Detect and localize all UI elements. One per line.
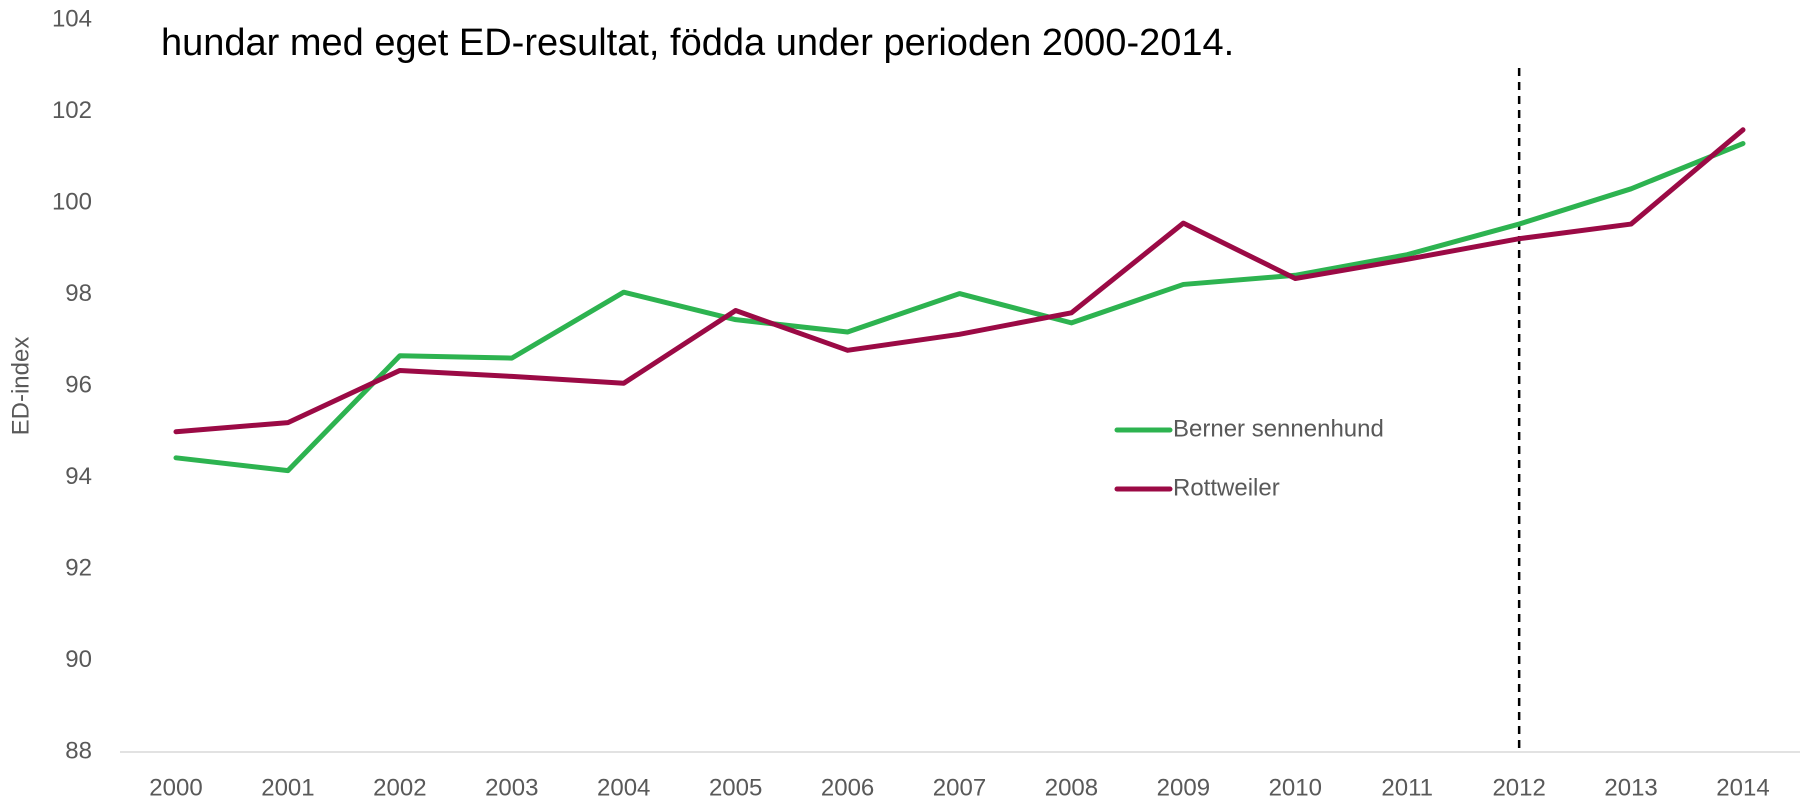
x-tick-label: 2013 — [1604, 774, 1657, 801]
legend-label: Rottweiler — [1173, 474, 1280, 501]
legend-label: Berner sennenhund — [1173, 415, 1384, 442]
x-tick-label: 2002 — [373, 774, 426, 801]
x-tick-label: 2014 — [1716, 774, 1769, 801]
x-tick-label: 2001 — [261, 774, 314, 801]
y-tick-label: 98 — [65, 280, 92, 307]
series-line — [173, 127, 1746, 435]
y-tick-label: 96 — [65, 371, 92, 398]
x-tick-label: 2006 — [821, 774, 874, 801]
x-tick-label: 2005 — [709, 774, 762, 801]
x-tick-label: 2003 — [485, 774, 538, 801]
x-tick-label: 2009 — [1157, 774, 1210, 801]
x-tick-label: 2012 — [1492, 774, 1545, 801]
y-tick-label: 104 — [52, 5, 92, 32]
series-line — [173, 141, 1746, 474]
y-tick-label: 102 — [52, 97, 92, 124]
x-tick-label: 2004 — [597, 774, 650, 801]
y-tick-label: 100 — [52, 188, 92, 215]
x-tick-label: 2008 — [1045, 774, 1098, 801]
x-tick-label: 2011 — [1381, 774, 1433, 801]
y-tick-label: 90 — [65, 646, 92, 673]
y-tick-label: 92 — [65, 554, 92, 581]
x-tick-label: 2000 — [149, 774, 202, 801]
y-axis-label: ED-index — [7, 337, 34, 436]
x-tick-label: 2007 — [933, 774, 986, 801]
chart-title: hundar med eget ED-resultat, födda under… — [161, 22, 1234, 64]
x-tick-label: 2010 — [1269, 774, 1322, 801]
y-tick-label: 88 — [65, 737, 92, 764]
y-tick-label: 94 — [65, 463, 92, 490]
